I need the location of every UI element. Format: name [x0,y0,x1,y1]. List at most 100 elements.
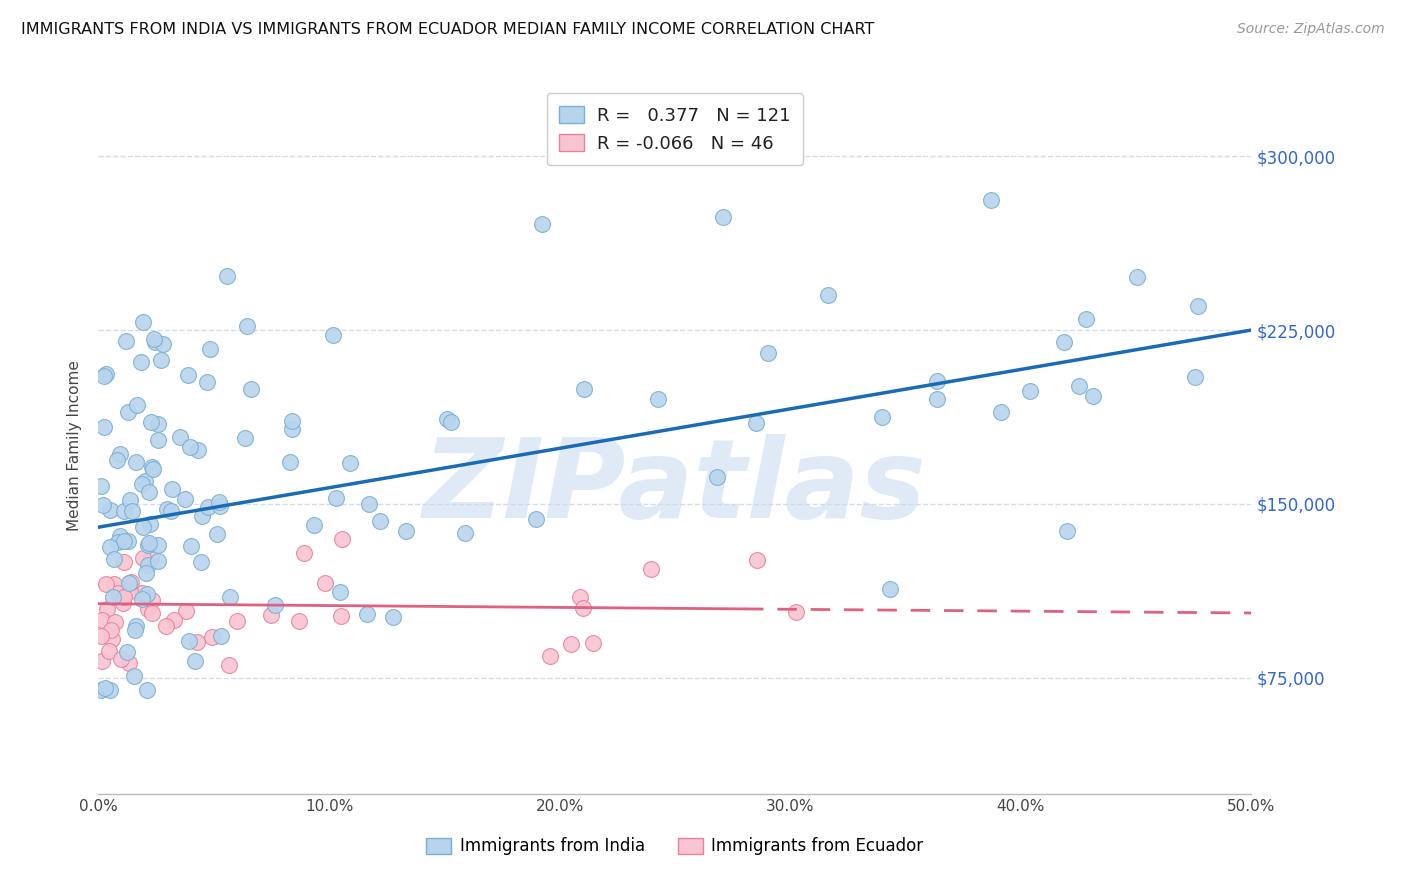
Point [278,455,301,469]
Point [118,576,141,591]
Point [215,268,238,283]
Point [105,453,128,467]
Point [90,629,112,643]
Point [817,288,839,302]
Point [582,636,605,650]
Point [131,591,153,606]
Point [572,382,595,396]
Point [530,217,553,231]
Point [136,538,159,552]
Point [94,681,117,695]
Point [226,614,249,628]
Point [325,491,347,505]
Point [125,619,148,633]
Point [112,590,135,604]
Point [90,682,112,697]
Point [152,337,174,351]
Point [107,534,129,549]
Point [142,461,165,475]
Point [356,607,378,621]
Point [162,482,184,496]
Point [208,494,231,508]
Point [90,613,112,627]
Point [381,610,404,624]
Point [146,554,169,568]
Point [177,633,200,648]
Point [190,555,212,569]
Point [713,211,735,225]
Point [115,334,138,348]
Point [925,392,948,407]
Point [239,382,262,396]
Text: IMMIGRANTS FROM INDIA VS IMMIGRANTS FROM ECUADOR MEDIAN FAMILY INCOME CORRELATIO: IMMIGRANTS FROM INDIA VS IMMIGRANTS FROM… [21,22,875,37]
Point [440,415,463,429]
Point [169,430,191,444]
Point [136,587,159,601]
Point [357,497,380,511]
Point [163,613,186,627]
Point [117,645,139,659]
Point [218,658,240,673]
Point [108,529,131,543]
Point [180,539,202,553]
Legend: Immigrants from India, Immigrants from Ecuador: Immigrants from India, Immigrants from E… [419,830,931,862]
Point [1076,312,1098,326]
Point [132,520,155,534]
Point [879,582,901,597]
Point [294,546,316,560]
Point [156,502,179,516]
Point [980,193,1002,207]
Point [117,533,139,548]
Point [263,598,285,612]
Point [745,416,768,430]
Point [747,553,769,567]
Point [96,368,118,382]
Point [647,392,669,407]
Point [112,533,135,548]
Point [118,583,141,598]
Point [454,526,477,541]
Point [191,509,214,524]
Point [186,635,208,649]
Point [138,485,160,500]
Point [329,608,352,623]
Point [136,558,159,573]
Point [110,652,132,666]
Point [872,409,894,424]
Point [524,511,547,525]
Point [141,593,163,607]
Point [136,682,159,697]
Point [136,602,159,616]
Point [138,536,160,550]
Point [205,527,228,541]
Point [111,596,134,610]
Point [218,590,240,604]
Point [197,375,219,389]
Point [118,656,141,670]
Point [571,600,593,615]
Point [93,420,115,434]
Point [91,498,114,512]
Point [260,608,283,623]
Point [96,577,118,591]
Point [187,443,209,458]
Point [93,368,115,383]
Point [785,605,807,619]
Point [706,470,728,484]
Point [1184,370,1206,384]
Point [124,623,146,637]
Point [103,577,125,591]
Point [120,492,142,507]
Point [560,637,582,651]
Point [91,654,114,668]
Point [329,584,352,599]
Point [117,404,139,418]
Point [127,398,149,412]
Point [179,441,201,455]
Point [98,644,121,658]
Point [1125,269,1147,284]
Point [134,475,156,489]
Point [107,585,129,599]
Point [1019,384,1042,398]
Point [1053,335,1076,350]
